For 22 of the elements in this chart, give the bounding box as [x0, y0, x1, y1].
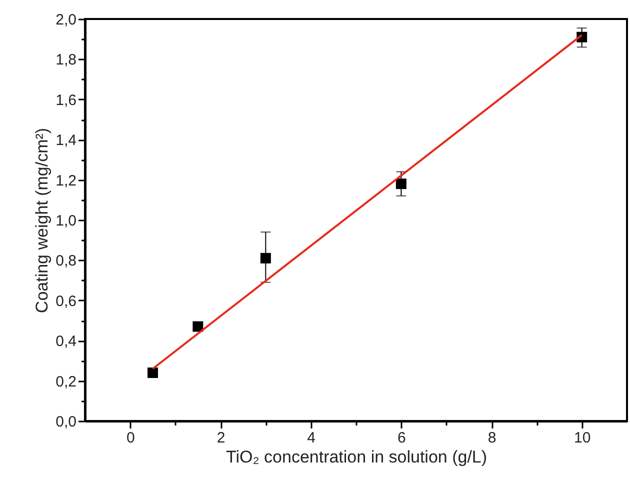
- y-tick-label: 1,8: [56, 52, 76, 69]
- y-tick-label: 1,2: [56, 172, 76, 190]
- y-tick-label: 0,8: [56, 252, 76, 270]
- y-tick-label: 0,4: [56, 333, 76, 350]
- point: [192, 321, 204, 332]
- x-tick-label: 2: [216, 430, 226, 446]
- y-axis-title: Coating weight (mg/cm²): [32, 128, 52, 314]
- x-tick-label: 4: [307, 430, 316, 446]
- y-tick-label: 1,4: [56, 132, 76, 150]
- x-tick-label: 6: [397, 430, 406, 446]
- point: [260, 252, 271, 264]
- x-axis-title: TiO₂ concentration in solution (g/L): [226, 448, 488, 466]
- y-tick-label: 0,2: [56, 373, 76, 390]
- y-tick-label: 1,6: [56, 92, 76, 109]
- x-tick-label: 0: [126, 430, 135, 446]
- y-tick-label: 0,0: [56, 414, 76, 430]
- y-tick-label: 1,0: [56, 212, 76, 230]
- x-tick-label: 8: [488, 430, 496, 446]
- y-tick-label: 0,6: [56, 292, 76, 310]
- point: [148, 368, 158, 378]
- y-tick-label: 2,0: [56, 12, 76, 28]
- x-tick-label: 10: [574, 430, 591, 446]
